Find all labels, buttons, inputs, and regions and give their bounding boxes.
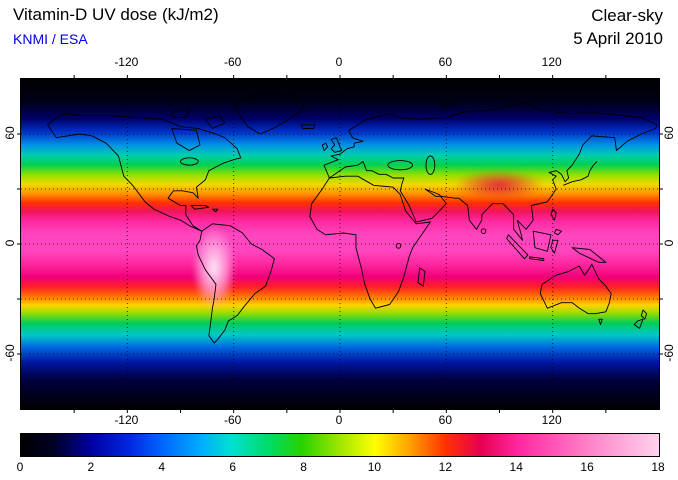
tick-label: 0 <box>662 239 676 247</box>
map-panel <box>17 75 663 413</box>
tick-label: -60 <box>223 55 242 69</box>
tick-label: 14 <box>509 460 523 474</box>
tick-label: 60 <box>438 413 453 427</box>
tick-label: 0 <box>3 239 17 247</box>
tick-label: -60 <box>3 344 17 362</box>
tick-label: 2 <box>87 460 95 474</box>
tick-label: 18 <box>651 460 665 474</box>
tick-label: -120 <box>114 413 139 427</box>
tick-label: -60 <box>223 413 242 427</box>
header-right: Clear-sky 5 April 2010 <box>573 4 663 50</box>
credit-label: KNMI / ESA <box>13 31 88 47</box>
tick-label: 0 <box>335 413 343 427</box>
tick-label: 0 <box>16 460 24 474</box>
date-label: 5 April 2010 <box>573 29 663 48</box>
tick-label: 60 <box>3 126 17 140</box>
tick-label: -60 <box>662 344 676 362</box>
tick-label: 60 <box>438 55 453 69</box>
tick-label: 6 <box>229 460 236 474</box>
tick-label: 4 <box>158 460 166 474</box>
tick-label: 10 <box>367 460 382 474</box>
tick-label: 12 <box>438 460 453 474</box>
tick-label: 16 <box>580 460 594 474</box>
condition-label: Clear-sky <box>591 6 663 25</box>
colorbar-gradient <box>20 433 660 457</box>
tick-label: 60 <box>662 126 676 140</box>
tick-label: 0 <box>335 55 343 69</box>
tick-label: 8 <box>300 460 307 474</box>
tick-label: 120 <box>541 55 562 69</box>
dose-heatmap <box>21 79 659 409</box>
tick-label: -120 <box>114 55 139 69</box>
tick-label: 120 <box>541 413 562 427</box>
chart-title: Vitamin-D UV dose (kJ/m2) <box>13 5 219 24</box>
